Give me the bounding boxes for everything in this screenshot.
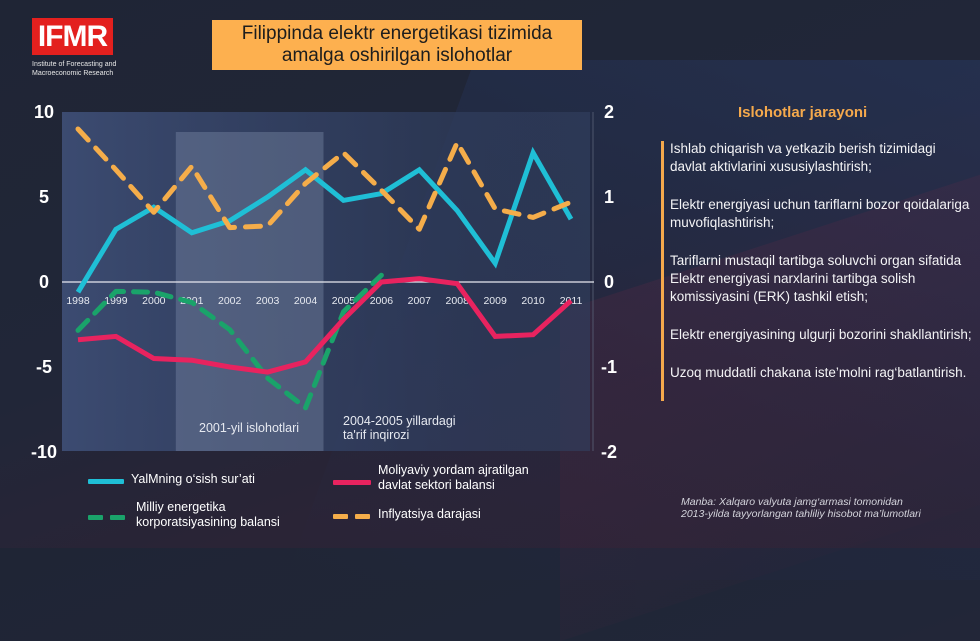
y-right-tick-label: -1 (601, 357, 617, 377)
legend-swatch-npc-2 (110, 515, 125, 520)
legend-swatch-inflation-1 (333, 514, 348, 519)
x-tick-label: 2000 (142, 295, 166, 307)
x-tick-label: 1998 (66, 295, 90, 307)
legend-swatch-inflation-2 (355, 514, 370, 519)
x-tick-label: 2002 (218, 295, 242, 307)
legend-label: Milliy energetika (136, 500, 226, 514)
x-tick-label: 2007 (408, 295, 432, 307)
y-left-tick-label: 10 (34, 102, 54, 122)
logo-text: IFMR (37, 19, 108, 53)
reform-item: Ishlab chiqarish va yetkazib berish tizi… (670, 141, 936, 174)
source-line: 2013-yilda tayyorlangan tahliliy hisobot… (681, 508, 921, 520)
y-right-tick-label: -2 (601, 442, 617, 462)
x-tick-label: 2006 (370, 295, 394, 307)
page-title: Filippinda elektr energetikasi tizimida … (212, 20, 582, 70)
y-left-tick-label: 0 (39, 272, 49, 292)
title-line: amalga oshirilgan islohotlar (281, 45, 513, 66)
sidebar-title: Islohotlar jarayoni (738, 104, 868, 121)
logo-subtitle: Institute of Forecasting and Macroeconom… (32, 60, 152, 78)
y-right-tick-label: 2 (604, 102, 614, 122)
y-right-tick-label: 0 (604, 272, 614, 292)
source-note: Manba: Xalqaro valyuta jamg‘armasi tomon… (681, 496, 921, 520)
x-tick-label: 2010 (521, 295, 545, 307)
x-tick-label: 2005 (332, 295, 356, 307)
legend-label: Inflyatsiya darajasi (378, 507, 481, 521)
reform-item: Tariflarni mustaqil tartibga soluvchi or… (670, 253, 962, 304)
legend-item-gdp: YalMning o‘sish sur’ati (131, 472, 255, 487)
legend-label: YalMning o‘sish sur’ati (131, 472, 255, 486)
legend-swatch-gdp (88, 479, 124, 484)
legend-item-inflation: Inflyatsiya darajasi (378, 507, 481, 522)
title-line: Filippinda elektr energetikasi tizimida (241, 23, 553, 44)
region-label-2004-2005: ta'rif inqirozi (343, 428, 409, 442)
legend-label: davlat sektori balansi (378, 478, 495, 492)
x-tick-label: 2008 (446, 295, 470, 307)
sidebar-accent-bar (661, 141, 664, 401)
series-line-npc-balance (75, 272, 384, 411)
legend-item-public-sector: Moliyaviy yordam ajratilgan davlat sekto… (378, 463, 529, 493)
legend-swatch-npc-1 (88, 515, 103, 520)
x-tick-label: 2009 (483, 295, 507, 307)
legend-label: korporatsiyasining balansi (136, 515, 280, 529)
reform-item: Elektr energiyasi uchun tariflarni bozor… (670, 197, 970, 230)
shaded-region-2001-reforms (175, 132, 324, 451)
logo-subtitle-line: Institute of Forecasting and (32, 61, 117, 68)
ifmr-logo: IFMR (32, 18, 113, 55)
region-label-2004-2005: 2004-2005 yillardagi (343, 414, 456, 428)
x-tick-label: 2003 (256, 295, 280, 307)
x-tick-label: 2004 (294, 295, 318, 307)
x-tick-label: 1999 (104, 295, 128, 307)
y-left-tick-label: 5 (39, 187, 49, 207)
reform-item: Uzoq muddatli chakana iste’molni rag‘bat… (670, 365, 967, 380)
y-right-tick-label: 1 (604, 187, 614, 207)
reform-list: Ishlab chiqarish va yetkazib berish tizi… (670, 140, 975, 402)
y-left-tick-label: -5 (36, 357, 52, 377)
legend-label: Moliyaviy yordam ajratilgan (378, 463, 529, 477)
legend-swatch-public-sector (333, 480, 371, 485)
y-left-tick-label: -10 (31, 442, 57, 462)
logo-subtitle-line: Macroeconomic Research (32, 70, 114, 77)
source-line: Manba: Xalqaro valyuta jamg‘armasi tomon… (681, 496, 903, 508)
series-line-inflation (75, 126, 574, 232)
series-line-public-sector-balance (77, 276, 573, 375)
legend-item-npc: Milliy energetika korporatsiyasining bal… (136, 500, 280, 530)
series-line-gdp-growth (75, 146, 574, 294)
region-label-2001: 2001-yil islohotlari (199, 421, 299, 435)
reform-item: Elektr energiyasining ulgurji bozorini s… (670, 327, 972, 342)
